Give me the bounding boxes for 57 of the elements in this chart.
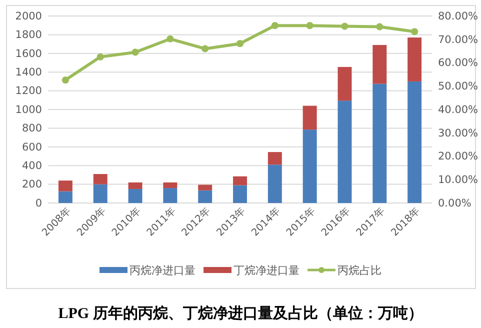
bar (268, 152, 282, 165)
legend-label: 丙烷净进口量 (130, 264, 196, 277)
bar (268, 164, 282, 203)
bar (163, 182, 178, 188)
text: LPG 历年的丙烷、丁烷净进口量及占比（单位：万吨） (58, 305, 423, 322)
y2-tick-label: 40.00% (438, 104, 478, 116)
point (62, 76, 70, 84)
y2-tick-label: 70.00% (438, 34, 478, 46)
point (376, 23, 384, 30)
bar (233, 176, 247, 186)
legend-label: 丙烷占比 (338, 264, 382, 277)
y2-tick-label: 80.00% (438, 10, 478, 22)
bar (128, 182, 142, 189)
bar (233, 185, 247, 203)
y-tick-label: 0 (35, 197, 42, 210)
point (236, 40, 244, 48)
y2-tick-label: 10.00% (438, 174, 478, 186)
point (96, 53, 104, 60)
point (341, 22, 348, 30)
point (271, 22, 278, 30)
y2-tick-label: 60.00% (438, 57, 478, 70)
point (202, 45, 209, 52)
bar (198, 184, 212, 190)
bar (93, 184, 108, 203)
bar (408, 38, 422, 82)
point (306, 22, 314, 30)
bar (163, 188, 178, 203)
y2-tick-label: 50.00% (438, 80, 478, 92)
y-tick-label: 600 (22, 141, 42, 154)
bar (128, 188, 142, 203)
y2-tick-label: 30.00% (438, 127, 478, 140)
y-tick-label: 800 (22, 122, 42, 135)
bar (58, 191, 72, 203)
bar (58, 180, 72, 192)
y-tick-label: 400 (22, 160, 42, 172)
y-tick-label: 2000 (15, 10, 42, 22)
bar (372, 84, 387, 203)
y-tick-label: 1400 (15, 66, 42, 78)
y-tick-label: 200 (22, 178, 42, 191)
bar (338, 100, 352, 203)
bar (93, 174, 108, 184)
bar (338, 66, 352, 101)
legend-label: 丁烷净进口量 (234, 264, 300, 277)
bar (408, 81, 422, 203)
point (410, 28, 418, 36)
bar (302, 130, 317, 203)
y2-tick-label: 0.00% (438, 197, 472, 210)
y-tick-label: 1600 (15, 48, 42, 60)
point (166, 35, 174, 42)
bar (302, 106, 317, 130)
y-tick-label: 1000 (15, 104, 42, 116)
bar (372, 44, 387, 84)
y2-tick-label: 20.00% (438, 150, 478, 163)
y-tick-label: 1800 (15, 29, 42, 42)
bar (198, 190, 212, 203)
point (132, 48, 139, 56)
y-tick-label: 1200 (15, 85, 42, 98)
